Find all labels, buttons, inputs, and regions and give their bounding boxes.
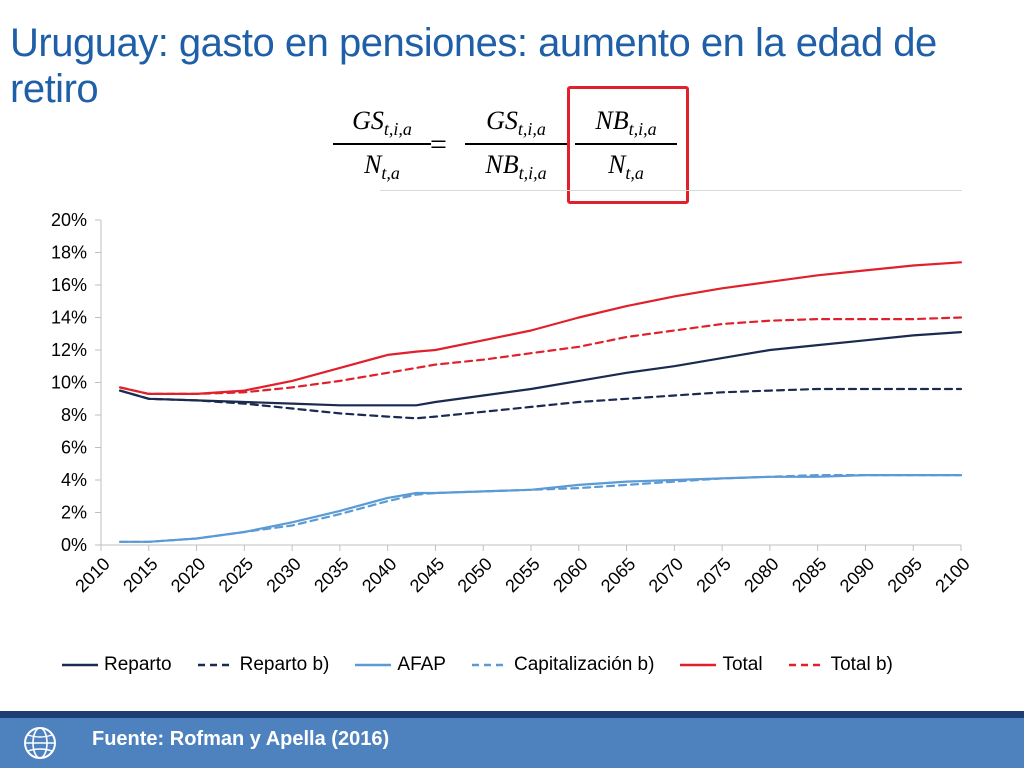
fraction-bar bbox=[333, 143, 431, 145]
formula-lhs-numerator: GS bbox=[352, 106, 384, 135]
x-tick-label: 2065 bbox=[597, 554, 639, 596]
formula-equals: = bbox=[430, 128, 447, 161]
legend-label: Total bbox=[722, 654, 763, 675]
legend-item-reparto: Reparto bbox=[60, 654, 172, 676]
chart-top-rule bbox=[380, 190, 962, 191]
y-tick-label: 20% bbox=[51, 210, 87, 230]
x-tick-label: 2015 bbox=[119, 554, 161, 596]
legend-item-reparto-b: Reparto b) bbox=[196, 654, 330, 676]
footer-stripe bbox=[0, 711, 1024, 718]
series-line-reparto-b bbox=[118, 387, 963, 420]
fraction-bar bbox=[465, 143, 567, 145]
legend-label: Total b) bbox=[830, 654, 893, 675]
page-title: Uruguay: gasto en pensiones: aumento en … bbox=[10, 21, 937, 111]
legend-swatch bbox=[680, 663, 717, 667]
y-tick-label: 16% bbox=[51, 275, 87, 295]
series-line-total bbox=[118, 261, 963, 395]
x-tick-label: 2025 bbox=[215, 554, 257, 596]
formula-r1-numerator: GS bbox=[486, 106, 518, 135]
formula-r2-denominator: N bbox=[608, 150, 626, 179]
x-tick-label: 2010 bbox=[71, 554, 113, 596]
formula-r2-fraction: NBt,i,a Nt,a bbox=[575, 106, 677, 184]
legend-swatch bbox=[355, 663, 392, 667]
x-tick-label: 2080 bbox=[740, 554, 782, 596]
formula-lhs-denominator-sub: t,a bbox=[381, 163, 400, 183]
x-tick-label: 2020 bbox=[167, 554, 209, 596]
legend-item-afap: AFAP bbox=[353, 654, 446, 676]
x-tick-label: 2035 bbox=[310, 554, 352, 596]
y-tick-label: 2% bbox=[61, 503, 87, 523]
formula-highlight-box bbox=[567, 86, 689, 204]
pension-spending-chart: 0% 2% 4% 6% 8% 10% 12% 14% 16% 18% 20% 2010 2015 2020… bbox=[51, 210, 974, 596]
y-tick-label: 0% bbox=[61, 535, 87, 555]
legend-label: Reparto bbox=[104, 654, 172, 675]
formula-lhs-denominator: N bbox=[364, 150, 382, 179]
x-tick-label: 2045 bbox=[406, 554, 448, 596]
y-tick-label: 10% bbox=[51, 373, 87, 393]
legend-label: Capitalización b) bbox=[513, 654, 655, 675]
formula-r1-denominator: NB bbox=[485, 150, 519, 179]
x-tick-label: 2075 bbox=[692, 554, 734, 596]
x-tick-label: 2050 bbox=[454, 554, 496, 596]
x-tick-label: 2085 bbox=[788, 554, 830, 596]
legend-swatch bbox=[471, 663, 508, 667]
x-tick-label: 2055 bbox=[501, 554, 543, 596]
source-note: Fuente: Rofman y Apella (2016) bbox=[92, 728, 390, 750]
legend-swatch bbox=[197, 663, 234, 667]
formula-r2-denominator-sub: t,a bbox=[625, 163, 644, 183]
x-tick-label: 2040 bbox=[358, 554, 400, 596]
x-tick-label: 2090 bbox=[836, 554, 878, 596]
series-line-total-b bbox=[118, 316, 963, 395]
formula-r2-numerator: NB bbox=[595, 106, 629, 135]
y-tick-label: 18% bbox=[51, 243, 87, 263]
chart-legend: Reparto Reparto b) AFAP Capitalización b) To… bbox=[60, 650, 917, 680]
formula-r1-denominator-sub: t,i,a bbox=[518, 163, 547, 183]
formula-r1-fraction: GSt,i,a NBt,i,a bbox=[465, 106, 567, 184]
x-tick-label: 2095 bbox=[884, 554, 926, 596]
legend-item-total-b: Total b) bbox=[787, 654, 893, 676]
y-tick-label: 12% bbox=[51, 340, 87, 360]
legend-item-capitalizacion-b: Capitalización b) bbox=[470, 654, 654, 676]
y-tick-label: 14% bbox=[51, 308, 87, 328]
formula-lhs-fraction: GSt,i,a Nt,a bbox=[333, 106, 431, 184]
x-tick-label: 2030 bbox=[262, 554, 304, 596]
fraction-bar bbox=[575, 143, 677, 145]
legend-label: Reparto b) bbox=[239, 654, 330, 675]
x-tick-label: 2070 bbox=[645, 554, 687, 596]
series-line-capitalizacion-b bbox=[118, 474, 963, 543]
y-tick-label: 4% bbox=[61, 470, 87, 490]
formula-lhs-numerator-sub: t,i,a bbox=[383, 119, 412, 139]
x-tick-label: 2100 bbox=[931, 554, 973, 596]
y-tick-label: 8% bbox=[61, 405, 87, 425]
legend-swatch bbox=[62, 663, 98, 667]
legend-swatch bbox=[788, 663, 825, 667]
formula-r1-numerator-sub: t,i,a bbox=[517, 119, 546, 139]
formula-r2-numerator-sub: t,i,a bbox=[628, 119, 657, 139]
legend-item-total: Total bbox=[678, 654, 763, 676]
y-tick-label: 6% bbox=[61, 438, 87, 458]
world-bank-globe-icon bbox=[24, 727, 56, 759]
legend-label: AFAP bbox=[397, 654, 446, 675]
footer-bar: Fuente: Rofman y Apella (2016) bbox=[0, 711, 1024, 768]
x-tick-label: 2060 bbox=[549, 554, 591, 596]
series-line-reparto bbox=[118, 331, 963, 407]
